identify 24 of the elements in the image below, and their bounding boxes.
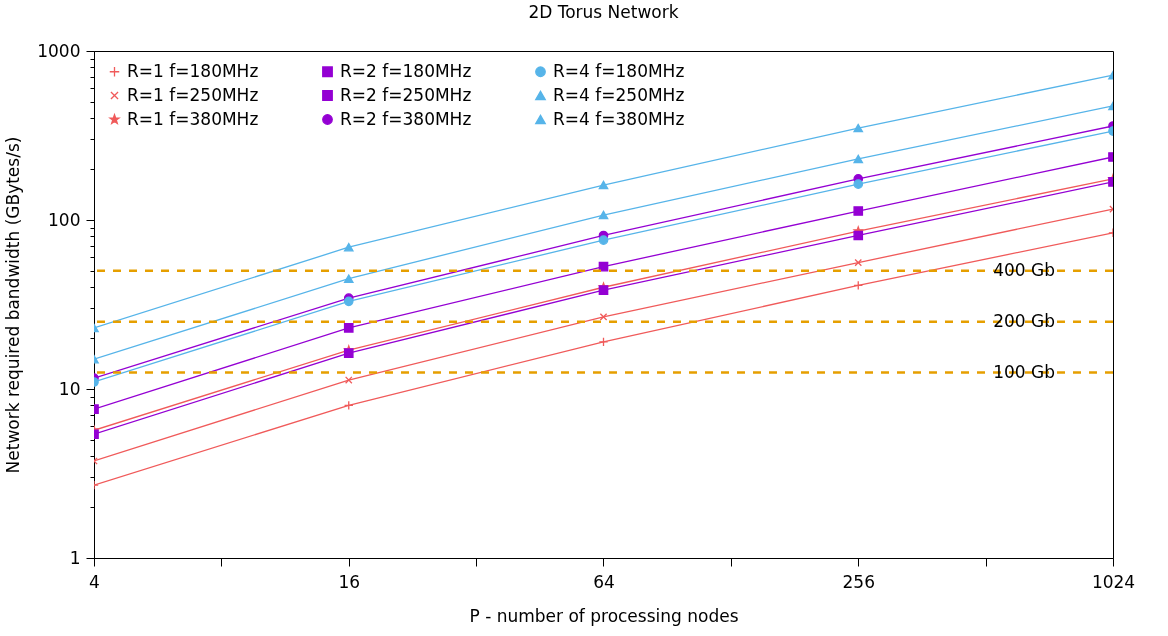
y-axis-title: Network required bandwidth (GBytes/s)	[3, 136, 24, 474]
y-tick-label: 100	[48, 209, 81, 230]
y-tick-label: 1	[69, 547, 81, 568]
legend-label: R=4 f=380MHz	[553, 108, 685, 129]
x-tick-label: 256	[842, 571, 875, 592]
legend-label: R=2 f=380MHz	[340, 108, 472, 129]
ref-line-label: 200 Gb	[993, 310, 1055, 331]
y-tick-label: 10	[58, 378, 81, 399]
legend-label: R=4 f=250MHz	[553, 84, 685, 105]
chart-title: 2D Torus Network	[528, 2, 679, 22]
legend-label: R=2 f=250MHz	[340, 84, 472, 105]
x-tick-label: 4	[89, 571, 100, 592]
x-tick-label: 1024	[1091, 571, 1136, 592]
legend-label: R=1 f=250MHz	[127, 84, 259, 105]
x-tick-label: 64	[593, 571, 615, 592]
legend-label: R=2 f=180MHz	[340, 60, 472, 81]
legend-label: R=4 f=180MHz	[553, 60, 685, 81]
y-tick-label: 1000	[37, 40, 81, 61]
legend-label: R=1 f=180MHz	[127, 60, 259, 81]
x-axis-title: P - number of processing nodes	[469, 605, 739, 626]
ref-line-label: 100 Gb	[993, 361, 1055, 382]
legend-label: R=1 f=380MHz	[127, 108, 259, 129]
ref-line-label: 400 Gb	[993, 259, 1055, 280]
x-tick-label: 16	[338, 571, 361, 592]
